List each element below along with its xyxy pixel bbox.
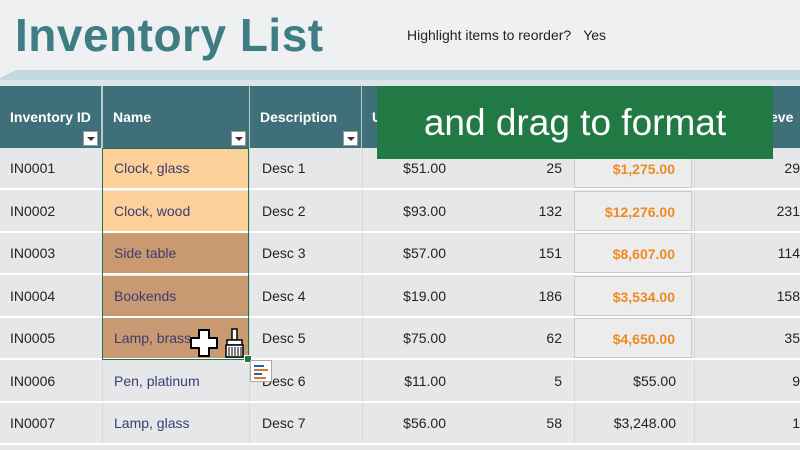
cell-description[interactable]: Desc 2 <box>262 202 306 219</box>
cell-inventory-id[interactable]: IN0006 <box>10 372 56 389</box>
cell-name[interactable]: Lamp, brass <box>102 318 249 358</box>
reorder-setting: Highlight items to reorder? Yes <box>407 27 606 43</box>
cell-unit-price[interactable]: $11.00 <box>404 372 446 389</box>
column-header-description[interactable]: Description <box>250 86 362 148</box>
cell-name[interactable]: Lamp, glass <box>114 415 190 431</box>
cell-reorder-level[interactable]: 9 <box>792 372 800 389</box>
dropdown-arrow-icon[interactable] <box>231 131 246 146</box>
cell-unit-price[interactable]: $56.00 <box>403 415 446 431</box>
reorder-label: Highlight items to reorder? <box>407 27 572 43</box>
cell-quantity[interactable]: 186 <box>538 287 562 304</box>
cell-inventory-value[interactable]: $4,650.00 <box>574 318 692 358</box>
cell-inventory-id[interactable]: IN0001 <box>10 160 56 176</box>
table-row[interactable]: IN0005 Lamp, brass Desc 5 $75.00 62 $4,650.00… <box>0 318 800 360</box>
cell-name[interactable]: Pen, platinum <box>114 372 200 389</box>
cell-name[interactable]: Side table <box>102 233 249 273</box>
cell-inventory-id[interactable]: IN0003 <box>10 245 56 261</box>
table-row[interactable]: IN0002 Clock, wood Desc 2 $93.00 132 $12,276.… <box>0 190 800 233</box>
reorder-value[interactable]: Yes <box>583 27 607 43</box>
cell-quantity[interactable]: 132 <box>538 202 562 219</box>
cell-description[interactable]: Desc 6 <box>262 372 306 389</box>
page-title: Inventory List <box>15 9 324 61</box>
cell-description[interactable]: Desc 3 <box>262 245 306 261</box>
table-row[interactable]: IN0004 Bookends Desc 4 $19.00 186 $3,534.00 15… <box>0 275 800 318</box>
tutorial-callout: and drag to format <box>377 86 773 159</box>
table-row[interactable]: IN0006 Pen, platinum Desc 6 $11.00 5 $55.00 9 <box>0 360 800 403</box>
cell-quantity[interactable]: 58 <box>546 415 562 431</box>
format-painter-brush-icon <box>225 328 244 358</box>
title-divider-band <box>0 70 800 86</box>
cell-inventory-value[interactable]: $3,534.00 <box>574 275 692 316</box>
column-header-reorder-level[interactable]: eve <box>770 109 794 125</box>
cell-name[interactable]: Bookends <box>102 275 249 316</box>
cell-inventory-id[interactable]: IN0005 <box>10 330 56 346</box>
cell-reorder-level[interactable]: 158 <box>776 287 800 304</box>
cell-unit-price[interactable]: $19.00 <box>403 287 446 304</box>
cell-quantity[interactable]: 151 <box>538 245 562 261</box>
cell-reorder-level[interactable]: 1 <box>792 415 800 431</box>
cell-reorder-level[interactable]: 114 <box>777 245 800 261</box>
cell-inventory-value[interactable]: $8,607.00 <box>574 233 692 273</box>
dropdown-arrow-icon[interactable] <box>83 131 98 146</box>
column-header-name[interactable]: Name <box>102 86 250 148</box>
cell-unit-price[interactable]: $75.00 <box>403 330 446 346</box>
cell-quantity[interactable]: 5 <box>554 372 562 389</box>
cell-quantity[interactable]: 62 <box>546 330 562 346</box>
cell-description[interactable]: Desc 1 <box>262 160 306 176</box>
cell-inventory-value[interactable]: $3,248.00 <box>613 415 676 431</box>
cell-description[interactable]: Desc 5 <box>262 330 306 346</box>
cell-inventory-value[interactable]: $12,276.00 <box>574 190 692 231</box>
cell-unit-price[interactable]: $51.00 <box>403 160 446 176</box>
plus-cursor-icon <box>190 329 218 357</box>
cell-reorder-level[interactable]: 29 <box>784 160 800 176</box>
cell-inventory-id[interactable]: IN0002 <box>10 202 56 219</box>
title-bar: Inventory List Highlight items to reorde… <box>0 0 800 70</box>
cell-unit-price[interactable]: $57.00 <box>403 245 446 261</box>
cell-reorder-level[interactable]: 231 <box>776 202 800 219</box>
cell-description[interactable]: Desc 4 <box>262 287 306 304</box>
dropdown-arrow-icon[interactable] <box>343 131 358 146</box>
cell-reorder-level[interactable]: 35 <box>784 330 800 346</box>
column-header-inventory-id[interactable]: Inventory ID <box>0 86 102 148</box>
cell-name[interactable]: Clock, wood <box>102 190 249 231</box>
cell-unit-price[interactable]: $93.00 <box>403 202 446 219</box>
cell-inventory-id[interactable]: IN0007 <box>10 415 56 431</box>
table-row[interactable]: IN0007 Lamp, glass Desc 7 $56.00 58 $3,248.00… <box>0 403 800 445</box>
cell-description[interactable]: Desc 7 <box>262 415 306 431</box>
table-row[interactable]: IN0003 Side table Desc 3 $57.00 151 $8,607.00… <box>0 233 800 275</box>
cell-name[interactable]: Clock, glass <box>102 148 249 188</box>
cell-inventory-id[interactable]: IN0004 <box>10 287 56 304</box>
cell-quantity[interactable]: 25 <box>546 160 562 176</box>
paste-options-icon[interactable] <box>250 360 272 382</box>
cell-inventory-value[interactable]: $55.00 <box>633 372 676 389</box>
